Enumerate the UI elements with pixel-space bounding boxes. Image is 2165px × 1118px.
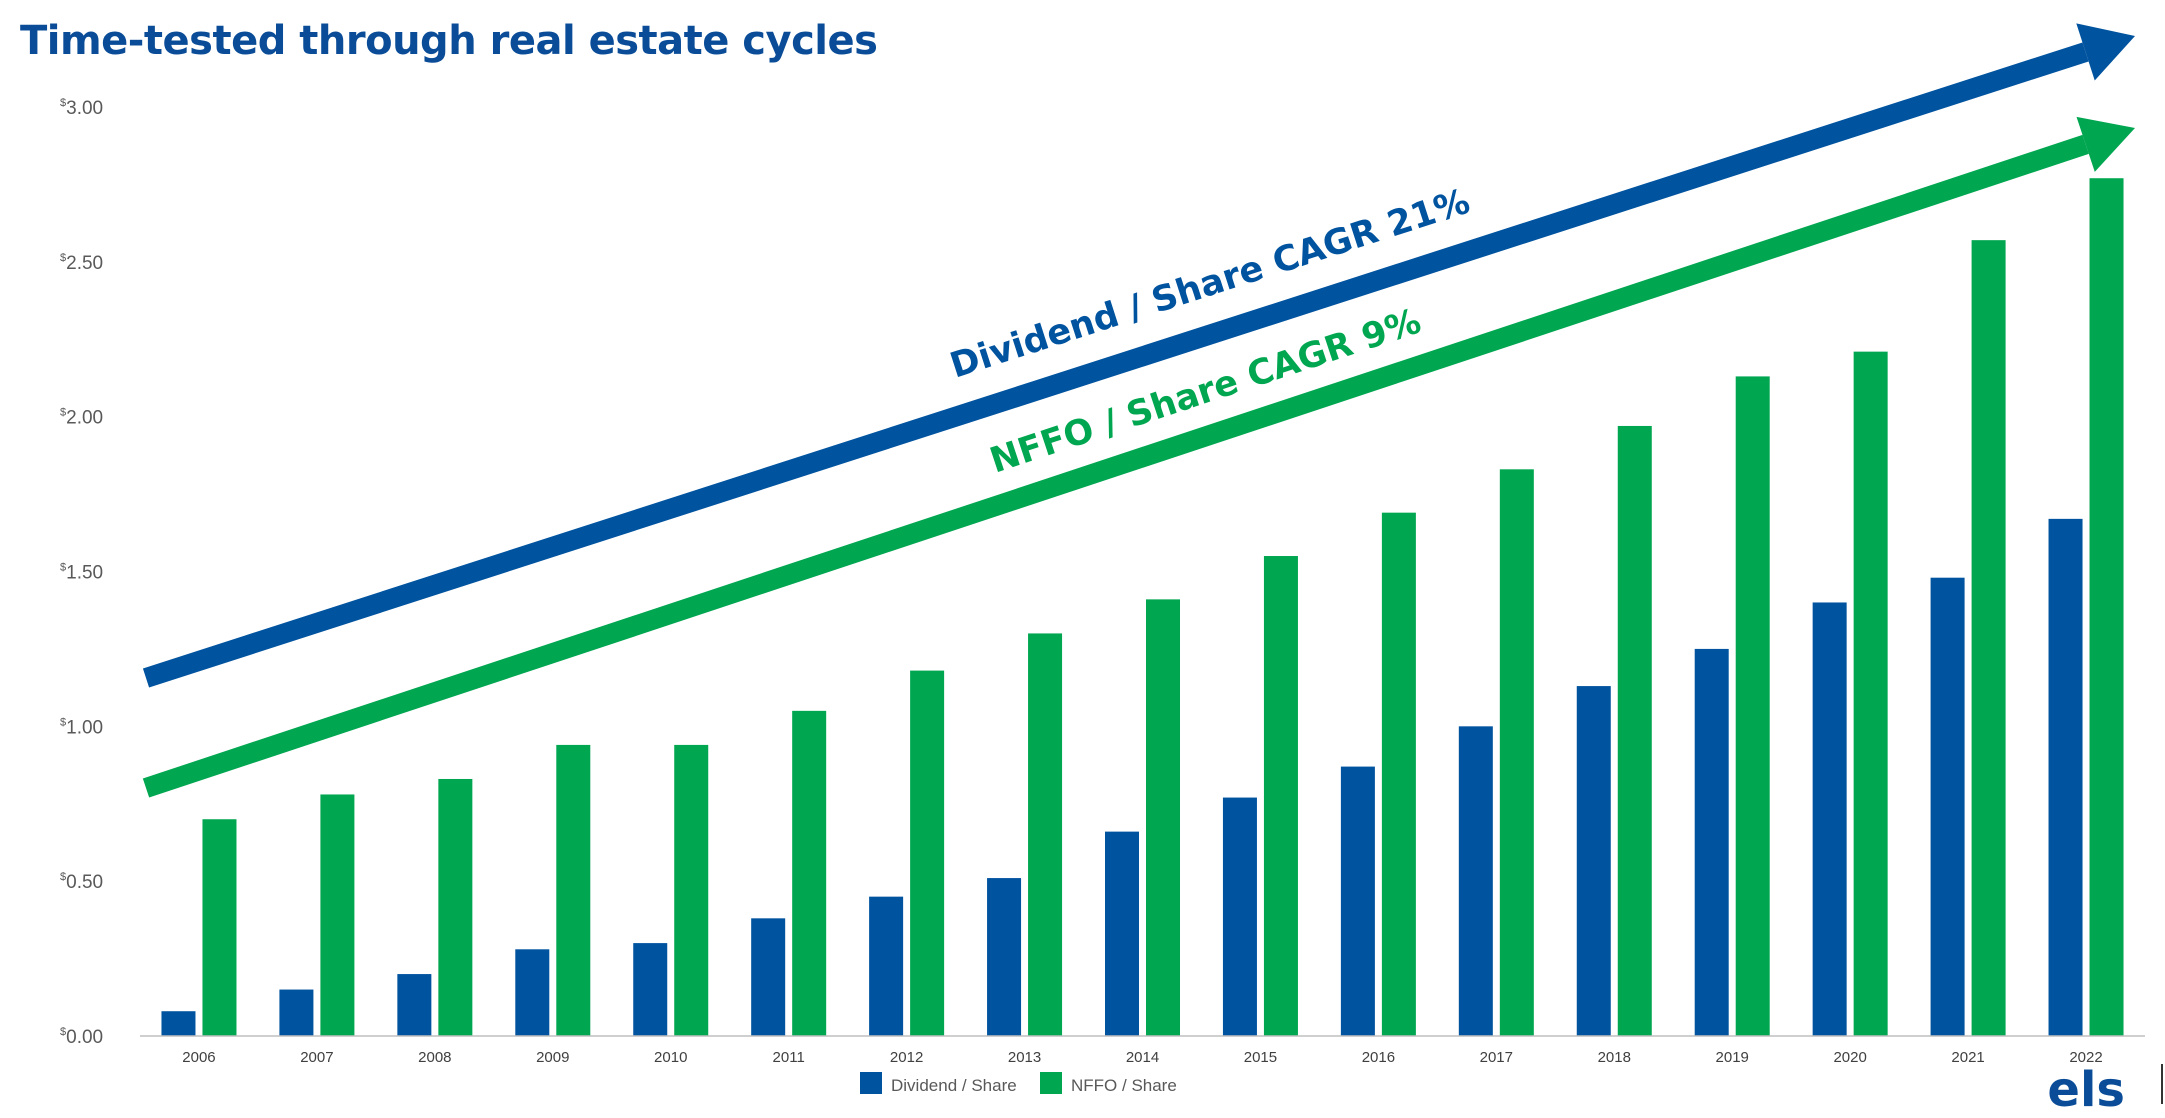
page-title: Time-tested through real estate cycles [20,18,878,64]
logo-divider [2161,1064,2163,1104]
nffo-bar [556,744,591,1036]
x-tick-label: 2020 [1833,1049,1866,1066]
nffo-bar [1499,469,1534,1036]
dividend-arrow-shaft [142,42,2089,688]
nffo-bar [910,670,945,1036]
y-tick-label: $2.50 [60,252,103,274]
nffo-bar [792,710,827,1036]
dividend-bar [1930,577,1965,1036]
dividend-bar [279,989,314,1036]
dividend-bar [1222,797,1257,1036]
x-tick-label: 2014 [1126,1049,1159,1066]
x-tick-label: 2011 [773,1049,805,1066]
dividend-bar [515,949,550,1036]
y-tick-label: $0.50 [60,871,103,893]
x-tick-label: 2008 [418,1049,451,1066]
x-tick-label: 2021 [1951,1049,1984,1066]
y-tick-label: $0.00 [60,1026,103,1048]
legend-swatch-dividend [860,1072,882,1094]
dividend-bar [161,1011,196,1036]
x-tick-label: 2013 [1008,1049,1041,1066]
x-tick-label: 2015 [1244,1049,1277,1066]
dividend-bar [869,896,904,1036]
legend: Dividend / Share NFFO / Share [860,1072,1177,1095]
nffo-bar [1971,240,2006,1036]
nffo-bar [1617,425,1652,1036]
x-axis: 2006 2007 2008 2009 2010 2011 2012 2013 2014 2015… [140,1035,2145,1066]
dividend-bar [633,943,668,1036]
dividend-bar [1340,766,1375,1036]
dividend-bar [1694,648,1729,1036]
dividend-bar [397,974,432,1036]
nffo-bar [674,744,709,1036]
nffo-bar [1853,351,1888,1036]
dividend-bar [1105,831,1139,1036]
dividend-bar [1812,602,1847,1036]
dividend-bar [987,878,1022,1036]
nffo-arrow-head [2076,116,2135,172]
y-tick-label: $1.00 [60,716,103,738]
y-tick-label: $3.00 [60,97,103,119]
y-tick-label: $2.00 [60,407,103,429]
dividend-arrow-head [2076,23,2135,81]
x-tick-label: 2009 [536,1049,569,1066]
dividend-bar [751,918,786,1036]
els-logo: els [2047,1062,2125,1118]
bars-group [161,178,2124,1036]
y-axis: $0.00 $0.50 $1.00 $1.50 $2.00 $2.50 $3.00 [60,97,103,1048]
nffo-bar [438,778,473,1036]
dividend-bar [1576,686,1611,1036]
dividend-bar [1458,726,1493,1036]
x-tick-label: 2018 [1598,1049,1631,1066]
x-tick-label: 2010 [654,1049,687,1066]
nffo-bar [1263,556,1298,1036]
x-tick-label: 2006 [182,1049,215,1066]
legend-label-dividend: Dividend / Share [891,1076,1017,1095]
legend-label-nffo: NFFO / Share [1071,1076,1177,1095]
nffo-bar [2089,178,2124,1036]
nffo-bar [1146,599,1180,1036]
x-tick-label: 2007 [300,1049,333,1066]
x-tick-label: 2022 [2069,1049,2102,1066]
x-tick-label: 2019 [1716,1049,1749,1066]
x-tick-label: 2012 [890,1049,923,1066]
y-tick-label: $1.50 [60,562,103,584]
nffo-bar [202,819,237,1036]
nffo-bar [1735,376,1770,1036]
nffo-bar [1028,633,1063,1036]
nffo-bar [320,794,355,1036]
x-tick-label: 2017 [1480,1049,1513,1066]
nffo-arrow-shaft [142,134,2089,798]
dividend-bar [2048,518,2083,1036]
x-tick-label: 2016 [1362,1049,1395,1066]
legend-swatch-nffo [1040,1072,1062,1094]
nffo-bar [1381,512,1416,1036]
